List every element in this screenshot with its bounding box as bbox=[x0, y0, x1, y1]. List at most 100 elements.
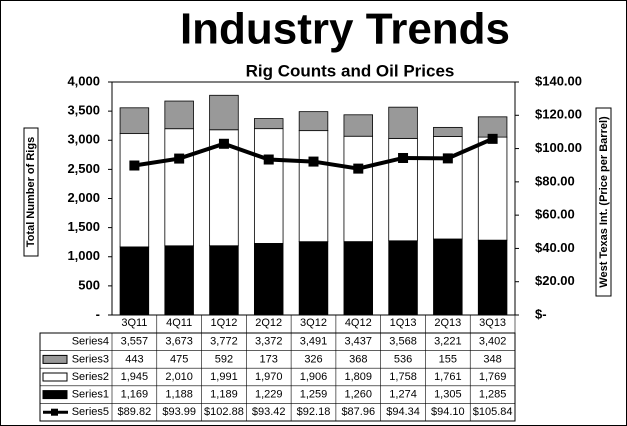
table-cell: 3,491 bbox=[300, 336, 328, 348]
table-cell: 1,274 bbox=[389, 389, 417, 401]
bar bbox=[119, 133, 150, 248]
table-cell: 326 bbox=[304, 353, 322, 365]
table-cell: 1,305 bbox=[434, 389, 462, 401]
table-cell: 3,437 bbox=[345, 336, 373, 348]
x-tick-label: 3Q13 bbox=[479, 317, 506, 329]
table-cell: 1,769 bbox=[479, 371, 507, 383]
legend-label: Series3 bbox=[72, 353, 109, 365]
table-cell: 443 bbox=[125, 353, 143, 365]
table-cell: $93.99 bbox=[162, 406, 196, 418]
bar bbox=[298, 130, 329, 243]
y-tick-label: 500 bbox=[78, 277, 100, 292]
bar bbox=[253, 128, 284, 244]
y-tick-label: 1,000 bbox=[67, 248, 100, 263]
chart-subtitle: Rig Counts and Oil Prices bbox=[246, 61, 455, 80]
table-cell: 1,189 bbox=[210, 389, 238, 401]
table-cell: 1,945 bbox=[121, 371, 149, 383]
table-cell: 3,372 bbox=[255, 336, 283, 348]
marker bbox=[263, 154, 274, 165]
table-cell: $92.18 bbox=[297, 406, 331, 418]
legend-label: Series2 bbox=[72, 371, 109, 383]
table-cell: 1,991 bbox=[210, 371, 238, 383]
table-cell: 1,970 bbox=[255, 371, 283, 383]
table-cell: 592 bbox=[215, 353, 233, 365]
y-tick-label: 3,500 bbox=[67, 103, 100, 118]
x-tick-label: 4Q11 bbox=[166, 317, 192, 329]
table-cell: $94.34 bbox=[386, 406, 420, 418]
table-cell: 3,402 bbox=[479, 336, 507, 348]
y2-axis-label: West Texas Int. (Price per Barrel) bbox=[598, 116, 610, 288]
legend-key bbox=[51, 408, 58, 416]
table-cell: 1,809 bbox=[345, 371, 373, 383]
legend-label: Series1 bbox=[72, 389, 109, 401]
legend-key bbox=[42, 390, 68, 400]
marker bbox=[218, 138, 229, 149]
legend-label: Series4 bbox=[72, 336, 109, 348]
y2-tick-label: $20.00 bbox=[535, 273, 575, 288]
bar bbox=[343, 135, 374, 243]
y2-tick-label: $80.00 bbox=[535, 173, 575, 188]
table-cell: 1,259 bbox=[300, 389, 328, 401]
y2-tick-label: $40.00 bbox=[535, 240, 575, 255]
bar bbox=[164, 128, 194, 247]
x-tick-label: 3Q11 bbox=[121, 317, 147, 329]
y-axis-label: Total Number of Rigs bbox=[25, 137, 37, 247]
y2-tick-label: $140.00 bbox=[535, 73, 582, 88]
bar bbox=[298, 111, 329, 132]
bar bbox=[209, 245, 239, 316]
marker bbox=[353, 163, 364, 174]
bar bbox=[253, 243, 284, 316]
x-tick-label: 1Q12 bbox=[210, 317, 237, 329]
y-tick-label: 2,000 bbox=[67, 190, 100, 205]
table-cell: 3,221 bbox=[434, 336, 462, 348]
marker bbox=[174, 153, 185, 164]
bar bbox=[343, 241, 374, 316]
bar bbox=[343, 114, 374, 137]
y2-tick-label: $60.00 bbox=[535, 207, 575, 222]
legend-key bbox=[42, 354, 68, 364]
table-cell: 1,758 bbox=[389, 371, 417, 383]
table-cell: 1,761 bbox=[434, 371, 462, 383]
table-cell: $87.96 bbox=[341, 406, 375, 418]
table-cell: 173 bbox=[260, 353, 278, 365]
y2-tick-label: $- bbox=[535, 306, 547, 321]
chart-title: Industry Trends bbox=[180, 5, 510, 54]
table-cell: 1,169 bbox=[121, 389, 149, 401]
x-tick-label: 1Q13 bbox=[390, 317, 417, 329]
y-tick-label: 1,500 bbox=[67, 219, 100, 234]
table-cell: 536 bbox=[394, 353, 412, 365]
table-cell: 3,568 bbox=[389, 336, 417, 348]
x-tick-label: 4Q12 bbox=[345, 317, 372, 329]
y2-tick-label: $100.00 bbox=[535, 140, 582, 155]
bar bbox=[119, 107, 150, 135]
marker bbox=[487, 133, 498, 144]
marker bbox=[129, 160, 140, 171]
bar bbox=[388, 240, 418, 316]
bar bbox=[253, 118, 284, 130]
legend-label: Series5 bbox=[72, 406, 109, 418]
bar bbox=[433, 136, 463, 240]
bar bbox=[119, 246, 150, 316]
y-tick-label: 3,000 bbox=[67, 132, 100, 147]
bar bbox=[477, 239, 508, 316]
table-cell: 1,188 bbox=[165, 389, 193, 401]
table-cell: 475 bbox=[170, 353, 188, 365]
x-tick-label: 3Q12 bbox=[300, 317, 327, 329]
y-label-box bbox=[23, 127, 39, 257]
x-tick-label: 2Q12 bbox=[255, 317, 282, 329]
table-cell: 155 bbox=[439, 353, 457, 365]
bar bbox=[298, 241, 329, 316]
marker bbox=[308, 156, 319, 167]
bar bbox=[388, 106, 418, 139]
table-cell: 2,010 bbox=[165, 371, 193, 383]
table-cell: $102.88 bbox=[204, 406, 244, 418]
table-cell: 368 bbox=[349, 353, 367, 365]
table-cell: 1,906 bbox=[300, 371, 328, 383]
y-tick-label: - bbox=[96, 306, 100, 321]
x-tick-label: 2Q13 bbox=[434, 317, 461, 329]
legend-key bbox=[42, 372, 68, 382]
bar bbox=[433, 126, 463, 137]
marker bbox=[442, 153, 453, 164]
bar bbox=[433, 238, 463, 316]
table-cell: $93.42 bbox=[252, 406, 286, 418]
